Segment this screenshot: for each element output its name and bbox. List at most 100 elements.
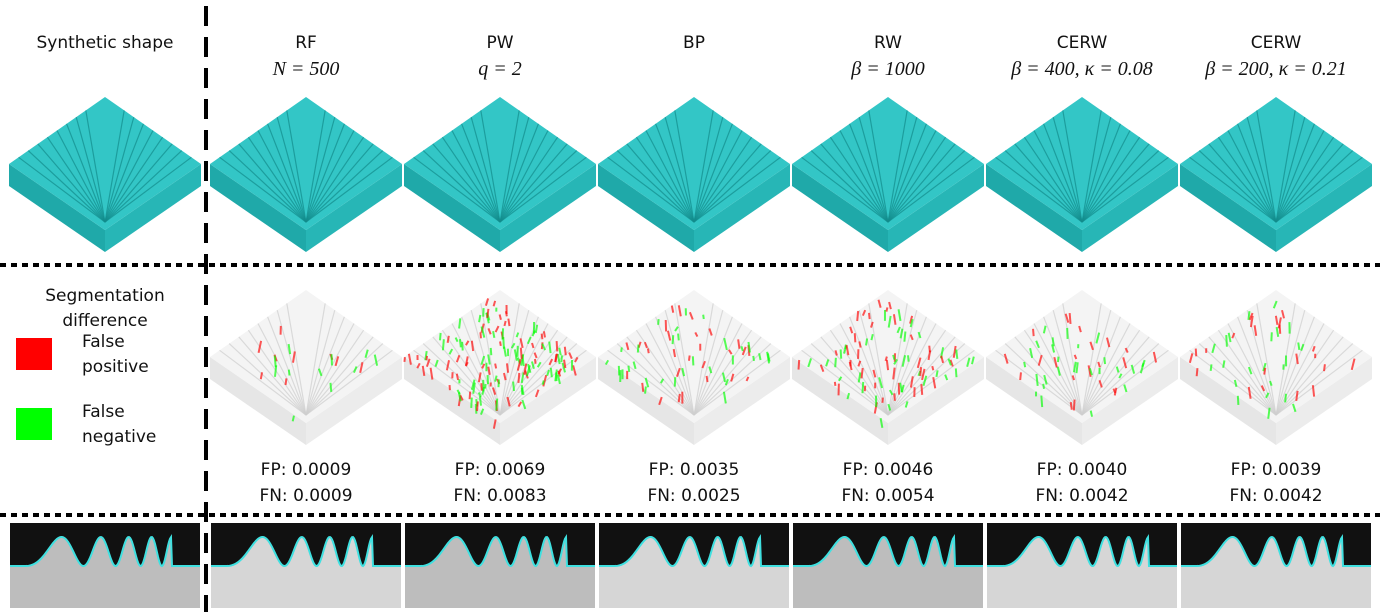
legend-swatch <box>16 338 52 370</box>
difference-speck <box>457 374 458 380</box>
difference-speck <box>759 353 760 360</box>
difference-speck <box>1036 374 1037 386</box>
shape-top <box>986 97 1178 230</box>
method-params: q = 2 <box>400 56 600 82</box>
difference-speck <box>956 368 957 377</box>
difference-speck <box>753 356 754 361</box>
difference-speck <box>460 339 461 347</box>
difference-speck <box>440 333 441 340</box>
shape-top <box>986 290 1178 423</box>
difference-speck <box>866 338 867 345</box>
difference-speck <box>1073 375 1074 380</box>
difference-speck <box>462 342 463 351</box>
difference-speck <box>1074 400 1075 411</box>
fp-score: FP: 0.0046 <box>792 457 984 483</box>
shape-top <box>9 97 201 230</box>
difference-speck <box>518 373 519 383</box>
difference-speck <box>908 355 909 361</box>
difference-speck <box>504 321 505 326</box>
difference-speck <box>535 359 536 364</box>
difference-speck <box>738 339 739 348</box>
difference-speck <box>1104 357 1105 364</box>
fn-score: FN: 0.0083 <box>404 483 596 509</box>
difference-speck <box>487 309 488 318</box>
figure: Synthetic shape Segmentation difference … <box>0 0 1380 612</box>
difference-speck <box>678 334 679 341</box>
difference-speck <box>893 368 894 380</box>
shape-top <box>598 290 790 423</box>
method-params: β = 200, κ = 0.21 <box>1176 56 1376 82</box>
difference-speck <box>871 334 872 340</box>
difference-speck <box>835 358 836 367</box>
difference-speck <box>645 386 646 393</box>
legend-label: False negative <box>82 400 162 450</box>
difference-speck <box>561 355 562 362</box>
fn-score: FN: 0.0042 <box>986 483 1178 509</box>
difference-speck <box>1223 360 1224 367</box>
difference-speck <box>835 382 836 386</box>
difference-speck <box>507 363 508 372</box>
difference-speck <box>330 383 331 392</box>
difference-speck <box>543 381 544 385</box>
difference-speck <box>679 394 680 402</box>
shape-top <box>210 97 402 230</box>
difference-speck <box>500 314 501 319</box>
difference-speck <box>886 307 887 311</box>
difference-speck <box>496 399 497 411</box>
difference-speck <box>893 355 894 360</box>
difference-speck <box>869 313 870 319</box>
difference-speck <box>1313 385 1314 396</box>
difference-speck <box>707 376 708 382</box>
difference-speck <box>904 332 905 342</box>
difference-speck <box>932 366 933 370</box>
difference-speck <box>1248 311 1249 320</box>
difference-speck <box>689 355 690 360</box>
difference-speck <box>443 339 444 350</box>
shape-top <box>210 290 402 423</box>
difference-speck <box>549 342 550 354</box>
shape-top <box>404 290 596 423</box>
difference-speck <box>920 367 921 376</box>
shape-top <box>792 97 984 230</box>
difference-speck <box>544 331 545 337</box>
shape-top <box>598 97 790 230</box>
difference-speck <box>480 396 481 405</box>
method-params: β = 400, κ = 0.08 <box>982 56 1182 82</box>
difference-speck <box>472 341 473 351</box>
difference-speck <box>673 335 674 344</box>
difference-speck <box>648 348 649 353</box>
difference-speck <box>513 382 514 391</box>
difference-speck <box>862 382 863 393</box>
difference-speck <box>835 350 836 355</box>
difference-speck <box>859 341 860 347</box>
difference-speck <box>861 368 862 378</box>
difference-speck <box>841 349 842 358</box>
difference-speck <box>857 311 858 321</box>
difference-speck <box>508 319 509 326</box>
method-name: CERW <box>986 30 1178 56</box>
difference-speck <box>1197 368 1198 376</box>
method-params: N = 500 <box>206 56 406 82</box>
legend-swatch <box>16 408 52 440</box>
difference-speck <box>1268 408 1269 419</box>
difference-speck <box>275 356 276 367</box>
shape-top <box>1180 290 1372 423</box>
difference-speck <box>1324 364 1325 371</box>
difference-speck <box>502 328 503 339</box>
method-name: PW <box>404 30 596 56</box>
difference-speck <box>1285 394 1286 403</box>
difference-speck <box>1238 396 1239 405</box>
figure-art <box>0 0 1380 612</box>
legend-label: False positive <box>82 330 162 380</box>
difference-speck <box>703 315 704 319</box>
difference-row <box>210 290 1372 445</box>
method-name: BP <box>598 30 790 56</box>
difference-speck <box>674 349 675 357</box>
difference-speck <box>1024 362 1025 367</box>
difference-speck <box>479 315 480 322</box>
row-label: Synthetic shape <box>10 30 200 56</box>
difference-speck <box>551 368 552 377</box>
difference-speck <box>741 346 742 351</box>
fn-score: FN: 0.0025 <box>598 483 790 509</box>
fp-score: FP: 0.0009 <box>210 457 402 483</box>
